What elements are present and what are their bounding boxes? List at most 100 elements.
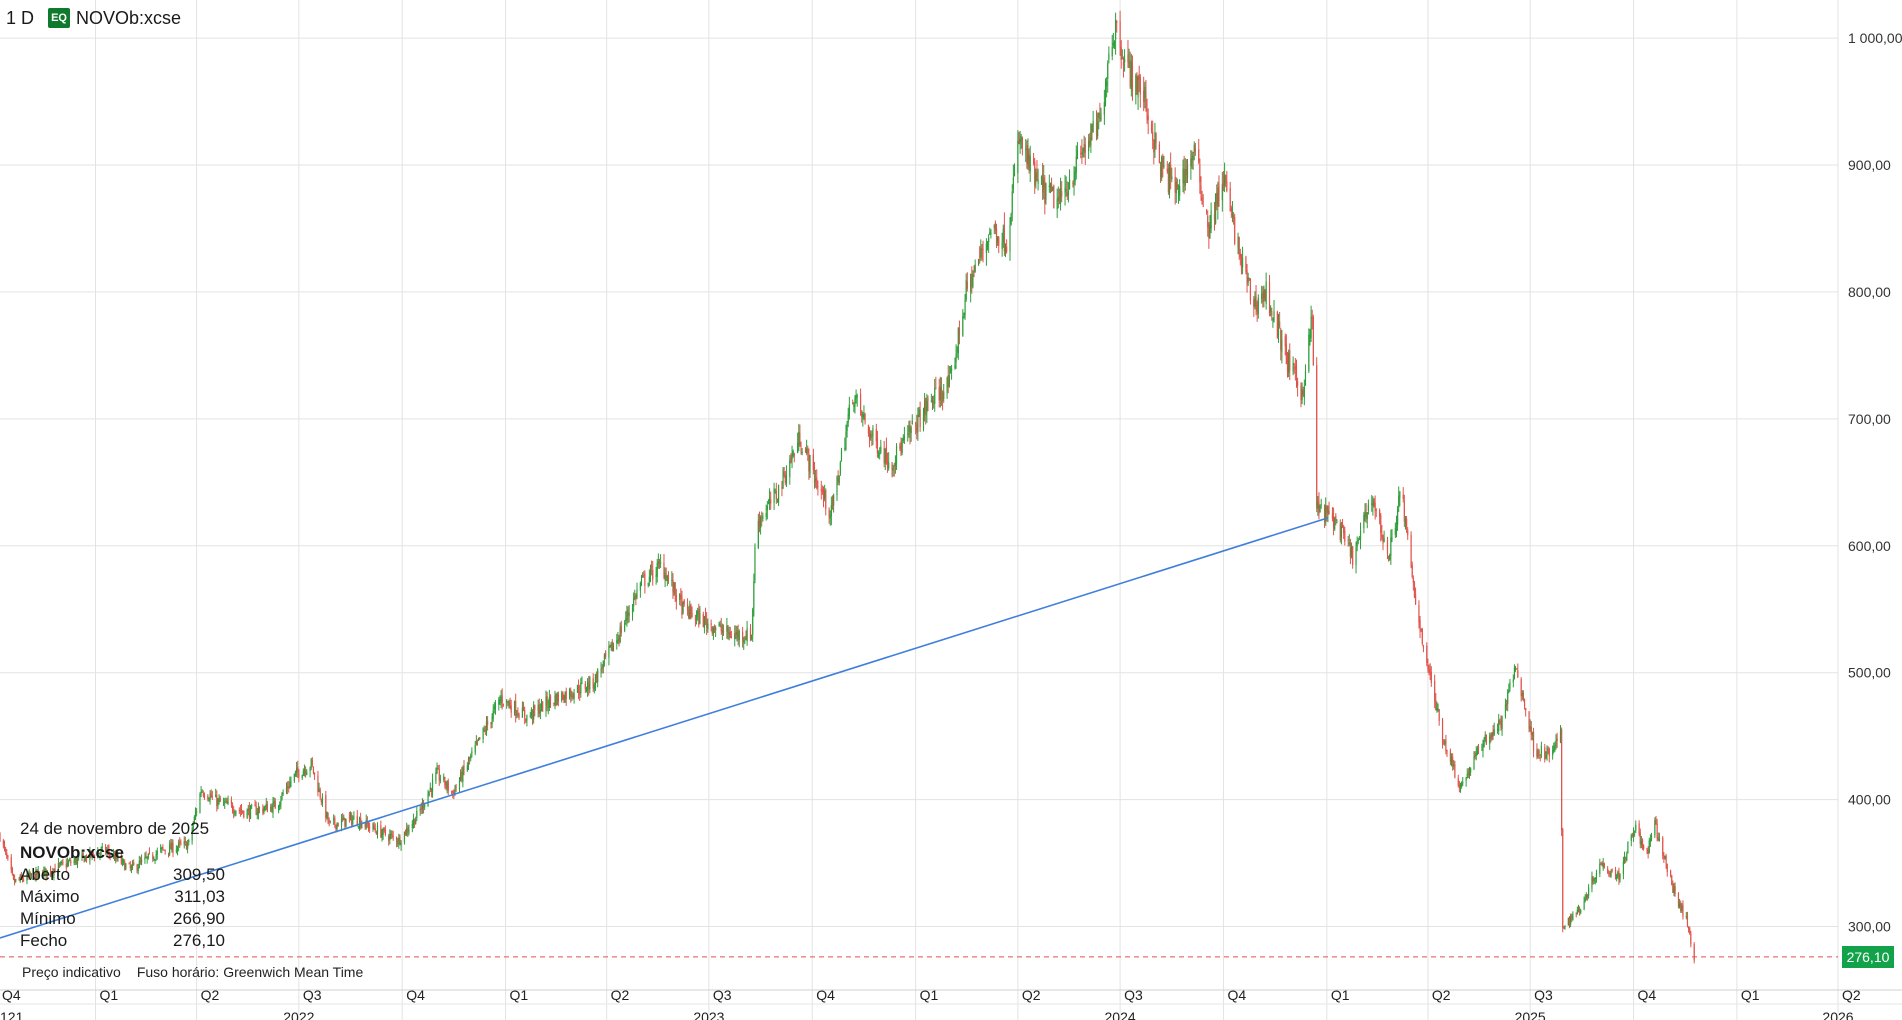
candle-body bbox=[383, 827, 385, 830]
candle-body bbox=[1053, 185, 1055, 209]
candle-body bbox=[734, 633, 736, 639]
interval-selector[interactable]: 1 D bbox=[6, 7, 35, 28]
candle-body bbox=[644, 573, 646, 586]
candle-body bbox=[910, 427, 912, 434]
candle-body bbox=[686, 603, 689, 610]
candle-body bbox=[1530, 726, 1532, 735]
candle-body bbox=[1647, 849, 1649, 854]
candle-body bbox=[1222, 183, 1225, 186]
candle-body bbox=[1554, 745, 1556, 747]
candle-body bbox=[1579, 908, 1581, 913]
candle-body bbox=[215, 794, 217, 798]
x-quarter-label: Q4 bbox=[1227, 987, 1246, 1003]
candle-body bbox=[1418, 604, 1420, 623]
candle-body bbox=[162, 847, 164, 849]
candle-body bbox=[202, 793, 204, 796]
candle-body bbox=[736, 631, 738, 636]
chart-header: 1 D EQ NOVOb:xcse bbox=[6, 6, 181, 30]
candle-body bbox=[854, 398, 856, 407]
candle-body bbox=[1277, 322, 1280, 335]
candle-body bbox=[12, 874, 15, 879]
candle-body bbox=[438, 769, 440, 781]
x-quarter-label: Q2 bbox=[201, 987, 220, 1003]
candle-body bbox=[1143, 90, 1145, 102]
candle-body bbox=[647, 583, 649, 586]
candle-body bbox=[828, 509, 830, 517]
candle-body bbox=[665, 575, 667, 582]
candle-body bbox=[100, 848, 102, 853]
candle-body bbox=[1221, 184, 1223, 201]
candle-body bbox=[1587, 887, 1590, 897]
candle-body bbox=[977, 258, 980, 266]
x-year-label: 2025 bbox=[1515, 1009, 1546, 1020]
candle-body bbox=[163, 849, 165, 851]
candle-body bbox=[856, 395, 858, 398]
candle-body bbox=[666, 575, 668, 582]
candle-body bbox=[698, 608, 700, 625]
candle-body bbox=[1186, 164, 1189, 179]
candle-body bbox=[1513, 667, 1516, 680]
candle-body bbox=[1641, 840, 1644, 847]
candle-body bbox=[817, 486, 819, 488]
candle-body bbox=[1122, 62, 1125, 65]
candle-body bbox=[400, 842, 402, 846]
candle-body bbox=[1466, 774, 1468, 778]
candle-body bbox=[115, 853, 117, 860]
candle-body bbox=[1207, 215, 1209, 228]
candle-body bbox=[1206, 210, 1208, 213]
candle-body bbox=[2, 840, 4, 845]
candle-body bbox=[1452, 756, 1454, 767]
candle-body bbox=[1050, 183, 1053, 192]
candle-body bbox=[651, 565, 653, 568]
x-quarter-label: Q2 bbox=[1842, 987, 1861, 1003]
candle-body bbox=[29, 873, 31, 877]
candle-body bbox=[1371, 503, 1373, 505]
candle-body bbox=[122, 860, 125, 862]
candle-body bbox=[388, 836, 390, 841]
candle-body bbox=[60, 862, 62, 865]
candle-body bbox=[903, 435, 905, 440]
x-quarter-label: Q1 bbox=[920, 987, 939, 1003]
candle-body bbox=[1356, 541, 1358, 547]
candle-body bbox=[217, 799, 219, 806]
candle-body bbox=[1075, 156, 1077, 173]
candle-body bbox=[1081, 152, 1083, 155]
candle-body bbox=[790, 457, 792, 463]
candle-body bbox=[758, 518, 761, 526]
candle-body bbox=[272, 802, 274, 814]
candle-body bbox=[1459, 785, 1462, 787]
candle-body bbox=[886, 459, 889, 468]
candle-body bbox=[1100, 113, 1102, 121]
candle-body bbox=[916, 424, 918, 433]
candle-body bbox=[1325, 506, 1327, 522]
trendline[interactable] bbox=[0, 517, 1329, 939]
indicative-price-note: Preço indicativo bbox=[22, 964, 121, 980]
candle-body bbox=[707, 623, 709, 630]
candle-body bbox=[1334, 517, 1336, 530]
candle-body bbox=[1422, 645, 1425, 648]
candle-body bbox=[303, 769, 306, 772]
x-quarter-label: Q4 bbox=[406, 987, 425, 1003]
candle-body bbox=[1284, 336, 1286, 347]
candle-body bbox=[888, 462, 890, 469]
candle-body bbox=[343, 816, 345, 821]
candle-body bbox=[155, 854, 157, 859]
candle-body bbox=[447, 781, 449, 791]
symbol-selector[interactable]: EQ NOVOb:xcse bbox=[48, 8, 181, 29]
candle-body bbox=[1411, 564, 1413, 577]
candle-body bbox=[783, 471, 785, 477]
candle-body bbox=[1073, 178, 1075, 185]
candle-body bbox=[933, 400, 935, 405]
candle-body bbox=[1029, 155, 1031, 171]
candle-body bbox=[83, 857, 85, 863]
candle-body bbox=[777, 484, 780, 503]
tooltip-symbol: NOVOb:xcse bbox=[20, 843, 124, 862]
candle-body bbox=[807, 447, 809, 454]
candle-body bbox=[522, 707, 525, 712]
candle-body bbox=[1145, 90, 1147, 109]
candle-body bbox=[1546, 747, 1548, 756]
candle-body bbox=[5, 848, 7, 852]
candle-body bbox=[1179, 185, 1181, 196]
candle-body bbox=[28, 872, 30, 877]
